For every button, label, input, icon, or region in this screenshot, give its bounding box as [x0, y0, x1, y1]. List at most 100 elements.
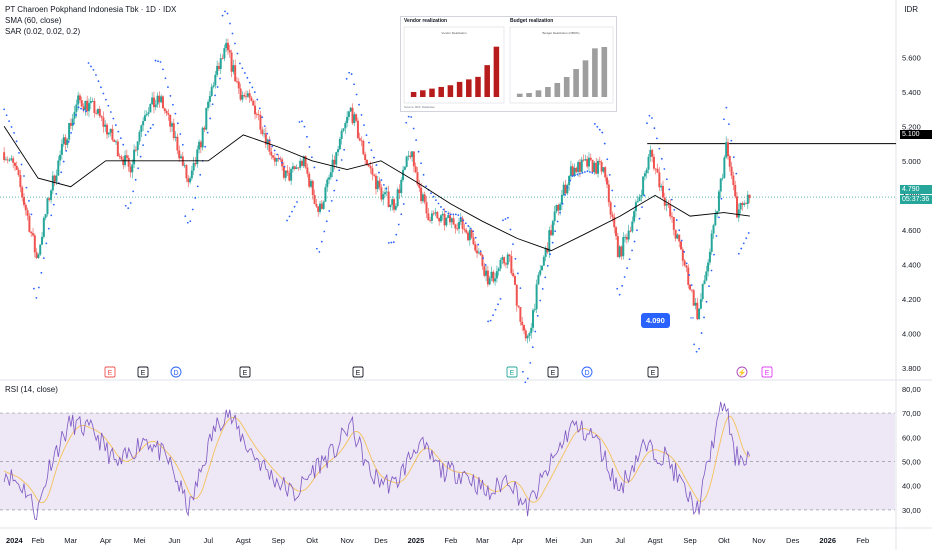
- sma-legend[interactable]: SMA (60, close): [5, 16, 62, 25]
- candle-body: [420, 187, 423, 202]
- candle-body: [192, 162, 195, 171]
- candle-body: [96, 108, 99, 114]
- candle-body: [678, 234, 681, 242]
- rsi-legend[interactable]: RSI (14, close): [5, 385, 58, 394]
- time-tick-label: Sep: [683, 536, 696, 545]
- candle-body: [436, 212, 439, 219]
- candle-body: [414, 166, 417, 173]
- rsi-tick-label: 50,00: [902, 457, 921, 466]
- sar-dot: [420, 162, 423, 165]
- sar-dot: [452, 213, 455, 216]
- sar-dot: [169, 95, 172, 97]
- inset-source: Source: BKF Database: [404, 105, 435, 109]
- candle-body: [425, 202, 428, 214]
- sar-dot: [521, 370, 524, 373]
- event-marker-label: E: [356, 370, 361, 377]
- sar-dot: [710, 269, 713, 272]
- candle-body: [15, 165, 18, 170]
- candle-body: [681, 249, 684, 261]
- sar-dot: [474, 236, 477, 239]
- candle-body: [333, 159, 336, 165]
- sar-dot: [278, 157, 281, 160]
- candle-body: [208, 95, 211, 102]
- sar-legend[interactable]: SAR (0.02, 0.02, 0.2): [5, 27, 81, 36]
- sar-dot: [499, 298, 502, 300]
- sar-dot: [387, 241, 390, 244]
- sar-dot: [134, 178, 137, 181]
- candle-body: [290, 169, 293, 181]
- sar-dot: [415, 139, 418, 142]
- candle-body: [633, 211, 636, 222]
- sar-dot: [186, 221, 189, 224]
- candle-body: [225, 42, 228, 49]
- sar-dot: [489, 319, 492, 322]
- sar-dot: [576, 173, 579, 176]
- sar-dot: [37, 286, 40, 289]
- candle-body: [418, 184, 421, 188]
- candle-body: [60, 143, 63, 155]
- candle-body: [607, 184, 610, 203]
- candle-body: [358, 138, 361, 141]
- sar-dot: [45, 242, 48, 245]
- candle-body: [476, 250, 479, 254]
- candle-body: [291, 166, 294, 170]
- sar-dot: [641, 206, 643, 209]
- resistance-price-tag: 5.100: [900, 130, 932, 139]
- candle-body: [615, 227, 618, 237]
- sar-dot: [251, 86, 254, 89]
- candle-body: [35, 252, 38, 258]
- sar-dot: [256, 98, 259, 101]
- candle-body: [486, 270, 489, 285]
- sar-dot: [246, 76, 249, 79]
- candle-body: [351, 107, 354, 124]
- vendor-bar: [447, 85, 454, 97]
- candle-body: [239, 88, 242, 100]
- sar-dot: [551, 241, 554, 244]
- candle-body: [434, 212, 437, 214]
- sar-dot: [296, 201, 298, 203]
- sar-dot: [626, 267, 629, 270]
- sar-dot: [308, 146, 311, 148]
- candle-body: [28, 215, 31, 232]
- sar-dot: [432, 195, 435, 198]
- candle-body: [183, 165, 186, 167]
- budget-bar: [573, 69, 579, 97]
- candle-body: [304, 156, 307, 168]
- sar-dot: [40, 271, 43, 274]
- budget-bar: [554, 83, 561, 97]
- candle-body: [147, 112, 150, 115]
- sar-dot: [380, 179, 383, 181]
- event-marker-label: E: [551, 370, 556, 377]
- sar-dot: [397, 223, 400, 226]
- sar-dot: [638, 217, 641, 220]
- sar-dot: [47, 227, 50, 230]
- candle-body: [165, 110, 168, 114]
- candle-body: [591, 159, 594, 173]
- candle-body: [42, 217, 45, 237]
- symbol-title[interactable]: PT Charoen Pokphand Indonesia Tbk · 1D ·…: [5, 5, 177, 14]
- currency-label[interactable]: IDR: [904, 5, 918, 14]
- earnings-event-marker: [352, 366, 364, 378]
- sar-dot: [33, 287, 35, 290]
- sar-dot: [30, 213, 33, 216]
- low-price-callout[interactable]: 4.090: [641, 313, 670, 328]
- candle-body: [656, 168, 659, 173]
- candle-body: [680, 241, 683, 250]
- inset-image: Vendor realization Budget realization So…: [400, 16, 617, 112]
- sar-dot: [586, 170, 589, 173]
- sar-dot: [378, 171, 380, 174]
- candle-body: [660, 185, 663, 188]
- sar-dot: [643, 194, 646, 197]
- candle-body: [730, 166, 733, 176]
- time-tick-label: Agst: [648, 536, 664, 545]
- candle-body: [371, 168, 374, 175]
- candle-body: [737, 209, 740, 218]
- sar-dot: [606, 158, 609, 161]
- candle-body: [100, 116, 103, 118]
- candle-body: [6, 159, 9, 161]
- candle-body: [616, 236, 619, 258]
- candle-body: [495, 271, 498, 279]
- candle-body: [707, 262, 710, 272]
- candle-body: [745, 203, 748, 205]
